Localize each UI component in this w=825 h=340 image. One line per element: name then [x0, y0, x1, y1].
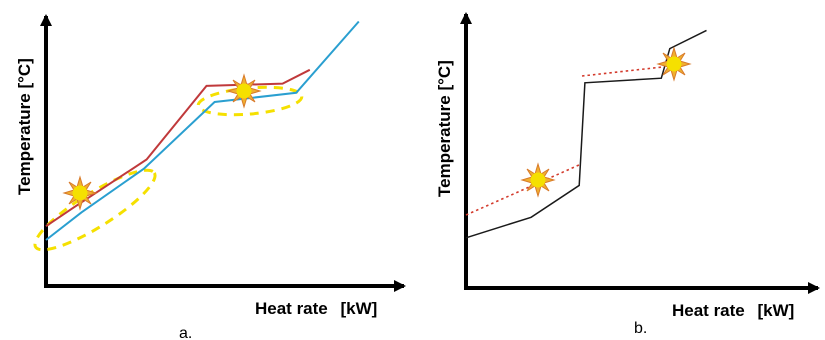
y-axis-title: Temperature [°C] — [15, 58, 34, 195]
x-axis-title-text: Heat rate — [672, 301, 745, 320]
series-line-black — [465, 29, 707, 239]
x-axis-unit: [kW] — [758, 301, 795, 320]
sun-disc-shape — [236, 83, 252, 99]
sun-disc-shape — [530, 172, 546, 188]
panel-b: Temperature [°C] Heat rate [kW] b. — [435, 12, 820, 337]
sun-icon — [62, 175, 98, 211]
x-axis-title: Heat rate [kW] — [672, 301, 794, 320]
x-axis-unit: [kW] — [341, 299, 378, 318]
sun-disc-shape — [666, 56, 682, 72]
series-line-red-dotted-high — [581, 66, 665, 77]
sun-disc-shape — [72, 185, 88, 201]
series-line-red — [45, 68, 311, 228]
sun-icon — [226, 73, 262, 109]
panel-label-b: b. — [634, 320, 647, 337]
series-line-red-dotted-low — [465, 164, 580, 216]
sun-icon — [520, 162, 556, 198]
y-axis-title: Temperature [°C] — [435, 60, 454, 197]
x-axis-title-text: Heat rate — [255, 299, 328, 318]
panel-label-a: a. — [179, 325, 192, 340]
panel-a: Temperature [°C] Heat rate [kW] a. — [15, 14, 406, 340]
x-axis-title: Heat rate [kW] — [255, 299, 377, 318]
sun-icon — [656, 46, 692, 82]
series-line-blue — [45, 20, 360, 241]
